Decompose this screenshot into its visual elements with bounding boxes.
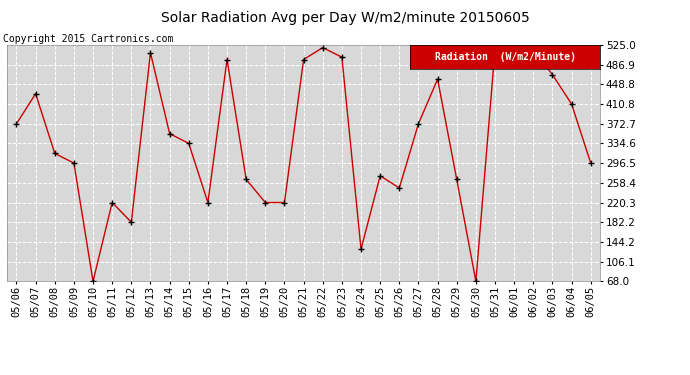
Text: Solar Radiation Avg per Day W/m2/minute 20150605: Solar Radiation Avg per Day W/m2/minute … bbox=[161, 11, 529, 25]
Text: Copyright 2015 Cartronics.com: Copyright 2015 Cartronics.com bbox=[3, 34, 174, 44]
